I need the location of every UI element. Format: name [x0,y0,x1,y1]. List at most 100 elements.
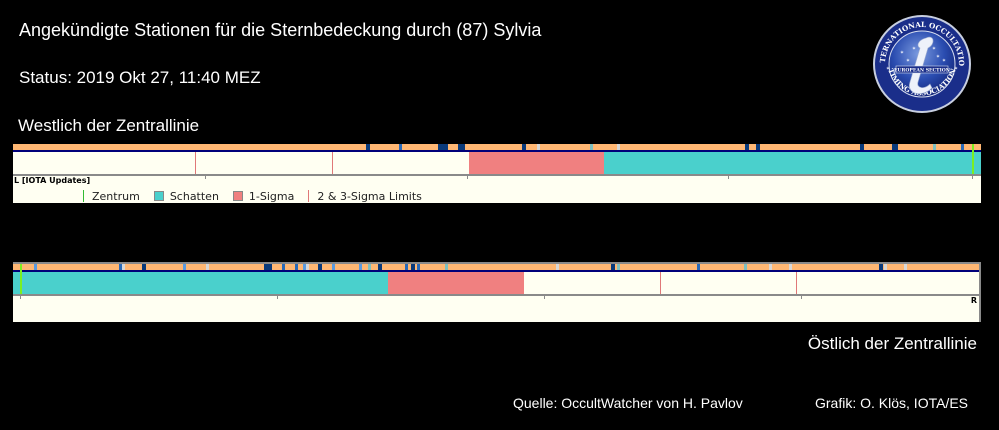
station-marker [461,144,465,151]
panel-border [13,262,979,264]
axis-tick [205,176,206,179]
station-marker [879,264,883,271]
station-marker [884,264,887,271]
legend-item-center: Zentrum [83,190,140,203]
station-marker [306,264,309,271]
shadow-region [604,152,981,174]
station-marker [617,264,620,271]
legend-label: 1-Sigma [248,189,295,203]
path-band [13,272,979,294]
sigma1-region [469,152,604,174]
legend-item-1sigma: 1-Sigma [232,189,295,203]
station-marker [904,264,907,271]
station-marker [789,264,792,271]
sigma-limit-line [195,152,196,174]
source-credit: Quelle: OccultWatcher von H. Pavlov [513,395,743,411]
station-marker [860,144,864,151]
svg-text:✶: ✶ [886,66,890,72]
station-marker [399,144,402,151]
station-marker [744,264,747,271]
axis-line [13,174,981,176]
station-marker [119,264,122,271]
iota-es-logo: INTERNATIONAL OCCULTATION TIMING ASSOCIA… [869,7,972,114]
sigma1-region [388,272,524,294]
sigma-limit-line-icon [308,190,310,202]
station-marker [769,264,772,271]
station-marker [961,144,964,151]
station-marker [295,264,298,271]
station-marker [368,264,371,271]
station-marker [556,264,559,271]
sigma-limit-line [332,152,333,174]
graphic-credit: Grafik: O. Klös, IOTA/ES [815,395,968,411]
corner-label: L [IOTA Updates] [14,176,91,185]
station-marker [142,264,146,271]
axis-tick [728,176,729,179]
svg-text:✶: ✶ [954,66,958,72]
axis-line [13,294,979,296]
station-marker [366,144,370,151]
legend-label: Zentrum [92,189,140,203]
sigma-limit-line [796,272,797,294]
station-marker [318,264,322,271]
legend-label: 2 & 3-Sigma Limits [317,189,422,203]
station-marker [444,144,448,151]
station-marker [332,264,335,271]
station-marker [378,264,382,271]
svg-text:✶: ✶ [906,58,910,64]
shadow-region [13,272,388,294]
station-marker [282,264,285,271]
station-marker [183,264,186,271]
svg-text:EUROPEAN SECTION: EUROPEAN SECTION [894,68,951,74]
svg-text:✶: ✶ [942,58,946,64]
svg-text:✶: ✶ [912,46,916,52]
west-of-centerline-label: Westlich der Zentrallinie [18,116,200,135]
east-of-centerline-label: Östlich der Zentrallinie [807,334,977,353]
station-marker [405,264,408,271]
sigma1-swatch-icon [232,191,243,201]
axis-tick [20,296,21,299]
station-marker [894,144,898,151]
path-band [13,152,981,174]
legend-item-shadow: Schatten [153,190,219,203]
station-marker [590,144,593,151]
station-strip [13,264,979,271]
station-marker [303,264,306,271]
station-marker [697,264,700,271]
shadow-swatch-icon [153,191,164,201]
station-marker [411,264,415,271]
west-stations-chart: L [IOTA Updates] Zentrum Schatten 1-Sigm… [13,144,981,203]
strip-divider [13,270,979,272]
station-marker [264,264,268,271]
station-marker [745,144,749,151]
sigma-limit-line [660,272,661,294]
station-marker [617,144,620,151]
legend-item-sigma-limits: 2 & 3-Sigma Limits [308,190,422,203]
station-marker [359,264,362,271]
axis-tick [972,176,973,179]
strip-divider [13,150,981,152]
station-marker [933,144,936,151]
station-marker [417,264,420,271]
svg-text:✶: ✶ [900,50,904,56]
station-marker [611,264,615,271]
center-line [972,144,974,174]
iota-logo-icon: INTERNATIONAL OCCULTATION TIMING ASSOCIA… [869,7,971,113]
center-line-icon [83,190,84,202]
status-timestamp: Status: 2019 Okt 27, 11:40 MEZ [19,68,261,87]
corner-label: R [970,296,977,305]
legend: Zentrum Schatten 1-Sigma 2 & 3-Sigma Lim… [83,189,436,203]
station-marker [34,264,37,271]
station-marker [756,144,760,151]
center-line [20,264,22,294]
station-marker [458,144,462,151]
station-marker [522,144,526,151]
station-marker [438,144,442,151]
axis-tick [801,296,802,299]
station-marker [206,264,209,271]
east-stations-chart: R [13,262,981,322]
svg-text:✶: ✶ [932,46,936,52]
axis-tick [277,296,278,299]
station-marker [445,264,448,271]
station-marker [537,144,540,151]
